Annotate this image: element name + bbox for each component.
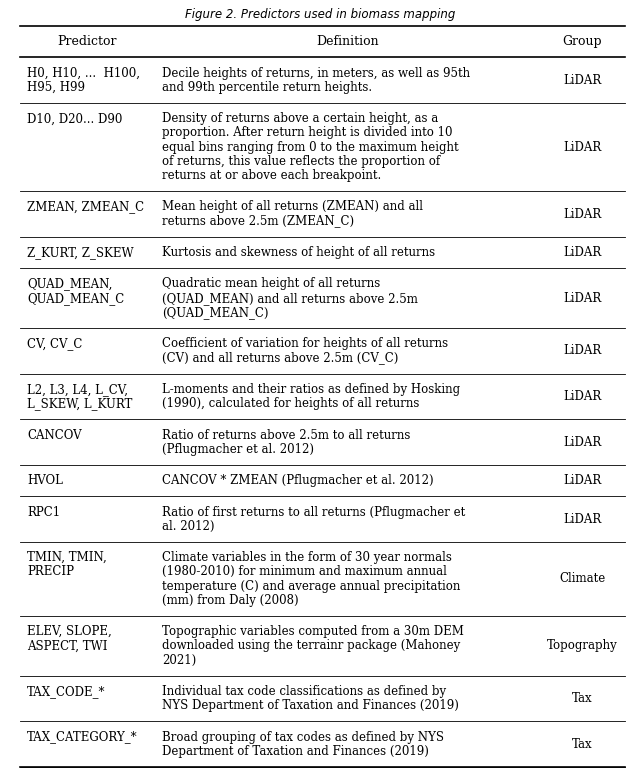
Text: RPC1: RPC1	[27, 506, 60, 518]
Text: CANCOV * ZMEAN (Pflugmacher et al. 2012): CANCOV * ZMEAN (Pflugmacher et al. 2012)	[162, 474, 434, 487]
Text: QUAD_MEAN_C: QUAD_MEAN_C	[27, 291, 124, 305]
Text: (1990), calculated for heights of all returns: (1990), calculated for heights of all re…	[162, 397, 419, 410]
Text: TAX_CATEGORY_*: TAX_CATEGORY_*	[27, 730, 138, 744]
Text: returns at or above each breakpoint.: returns at or above each breakpoint.	[162, 169, 381, 182]
Text: LiDAR: LiDAR	[563, 344, 602, 357]
Text: Department of Taxation and Finances (2019): Department of Taxation and Finances (201…	[162, 745, 429, 758]
Text: and 99th percentile return heights.: and 99th percentile return heights.	[162, 81, 372, 94]
Text: L-moments and their ratios as defined by Hosking: L-moments and their ratios as defined by…	[162, 383, 460, 396]
Text: LiDAR: LiDAR	[563, 291, 602, 305]
Text: (QUAD_MEAN_C): (QUAD_MEAN_C)	[162, 306, 269, 319]
Text: H0, H10, ...  H100,: H0, H10, ... H100,	[27, 67, 140, 80]
Text: Quadratic mean height of all returns: Quadratic mean height of all returns	[162, 277, 380, 291]
Text: Definition: Definition	[316, 35, 379, 48]
Text: Predictor: Predictor	[58, 35, 117, 48]
Text: (QUAD_MEAN) and all returns above 2.5m: (QUAD_MEAN) and all returns above 2.5m	[162, 291, 418, 305]
Text: Ratio of first returns to all returns (Pflugmacher et: Ratio of first returns to all returns (P…	[162, 506, 465, 518]
Text: LiDAR: LiDAR	[563, 74, 602, 87]
Text: PRECIP: PRECIP	[27, 566, 74, 578]
Text: Group: Group	[563, 35, 602, 48]
Text: (1980-2010) for minimum and maximum annual: (1980-2010) for minimum and maximum annu…	[162, 566, 447, 578]
Text: Coefficient of variation for heights of all returns: Coefficient of variation for heights of …	[162, 337, 448, 350]
Text: H95, H99: H95, H99	[27, 81, 85, 94]
Text: LiDAR: LiDAR	[563, 513, 602, 526]
Text: (CV) and all returns above 2.5m (CV_C): (CV) and all returns above 2.5m (CV_C)	[162, 351, 398, 364]
Text: Climate: Climate	[559, 573, 605, 586]
Text: Kurtosis and skewness of height of all returns: Kurtosis and skewness of height of all r…	[162, 246, 435, 259]
Text: D10, D20... D90: D10, D20... D90	[27, 113, 122, 125]
Text: TMIN, TMIN,: TMIN, TMIN,	[27, 551, 107, 564]
Text: L2, L3, L4, L_CV,: L2, L3, L4, L_CV,	[27, 383, 128, 396]
Text: Tax: Tax	[572, 692, 593, 705]
Text: L_SKEW, L_KURT: L_SKEW, L_KURT	[27, 397, 132, 410]
Text: Ratio of returns above 2.5m to all returns: Ratio of returns above 2.5m to all retur…	[162, 429, 410, 441]
Text: Individual tax code classifications as defined by: Individual tax code classifications as d…	[162, 685, 446, 698]
Text: Broad grouping of tax codes as defined by NYS: Broad grouping of tax codes as defined b…	[162, 730, 444, 744]
Text: ASPECT, TWI: ASPECT, TWI	[27, 639, 108, 653]
Text: 2021): 2021)	[162, 653, 196, 667]
Text: Density of returns above a certain height, as a: Density of returns above a certain heigh…	[162, 113, 438, 125]
Text: TAX_CODE_*: TAX_CODE_*	[27, 685, 106, 698]
Text: (mm) from Daly (2008): (mm) from Daly (2008)	[162, 594, 299, 607]
Text: equal bins ranging from 0 to the maximum height: equal bins ranging from 0 to the maximum…	[162, 141, 459, 154]
Text: LiDAR: LiDAR	[563, 390, 602, 403]
Text: CANCOV: CANCOV	[27, 429, 82, 441]
Text: (Pflugmacher et al. 2012): (Pflugmacher et al. 2012)	[162, 443, 314, 455]
Text: al. 2012): al. 2012)	[162, 520, 214, 533]
Text: returns above 2.5m (ZMEAN_C): returns above 2.5m (ZMEAN_C)	[162, 214, 354, 228]
Text: downloaded using the terrainr package (Mahoney: downloaded using the terrainr package (M…	[162, 639, 460, 653]
Text: LiDAR: LiDAR	[563, 141, 602, 154]
Text: Mean height of all returns (ZMEAN) and all: Mean height of all returns (ZMEAN) and a…	[162, 200, 423, 214]
Text: ELEV, SLOPE,: ELEV, SLOPE,	[27, 625, 112, 638]
Text: Figure 2. Predictors used in biomass mapping: Figure 2. Predictors used in biomass map…	[185, 8, 455, 21]
Text: QUAD_MEAN,: QUAD_MEAN,	[27, 277, 113, 291]
Text: Climate variables in the form of 30 year normals: Climate variables in the form of 30 year…	[162, 551, 452, 564]
Text: Topographic variables computed from a 30m DEM: Topographic variables computed from a 30…	[162, 625, 464, 638]
Text: Topography: Topography	[547, 639, 618, 653]
Text: NYS Department of Taxation and Finances (2019): NYS Department of Taxation and Finances …	[162, 699, 459, 713]
Text: Tax: Tax	[572, 737, 593, 751]
Text: temperature (C) and average annual precipitation: temperature (C) and average annual preci…	[162, 580, 460, 593]
Text: LiDAR: LiDAR	[563, 207, 602, 221]
Text: LiDAR: LiDAR	[563, 246, 602, 259]
Text: HVOL: HVOL	[27, 474, 63, 487]
Text: Decile heights of returns, in meters, as well as 95th: Decile heights of returns, in meters, as…	[162, 67, 470, 80]
Text: LiDAR: LiDAR	[563, 436, 602, 448]
Text: Z_KURT, Z_SKEW: Z_KURT, Z_SKEW	[27, 246, 134, 259]
Text: proportion. After return height is divided into 10: proportion. After return height is divid…	[162, 127, 452, 139]
Text: of returns, this value reflects the proportion of: of returns, this value reflects the prop…	[162, 155, 440, 168]
Text: CV, CV_C: CV, CV_C	[27, 337, 83, 350]
Text: ZMEAN, ZMEAN_C: ZMEAN, ZMEAN_C	[27, 200, 144, 214]
Text: LiDAR: LiDAR	[563, 474, 602, 487]
